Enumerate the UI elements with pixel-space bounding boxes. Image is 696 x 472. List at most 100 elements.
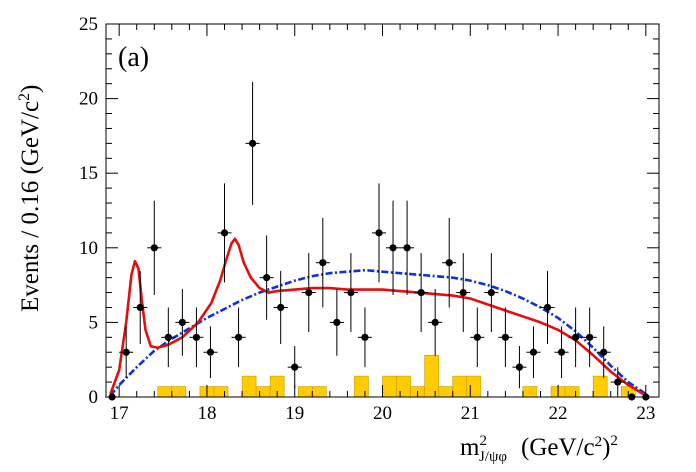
data-point [245, 81, 260, 205]
sideband-bar [452, 375, 468, 398]
y-axis-title-sup: 2 [16, 93, 33, 101]
y-tick-label: 20 [79, 89, 98, 110]
data-point [470, 307, 485, 368]
point-marker [600, 348, 608, 356]
sideband-histogram [157, 354, 636, 398]
point-marker [277, 303, 285, 312]
point-marker [206, 348, 215, 356]
point-marker [305, 288, 313, 297]
data-point [301, 253, 316, 333]
data-point [343, 253, 358, 333]
data-point [371, 183, 387, 283]
data-point [610, 367, 625, 397]
point-marker [333, 318, 341, 326]
point-marker [572, 333, 580, 341]
x-axis-title-main: m [460, 434, 480, 461]
data-point [357, 307, 372, 368]
point-marker [192, 333, 201, 341]
sideband-bar [522, 386, 538, 398]
sideband-bar [157, 386, 173, 398]
data-point [287, 346, 302, 389]
data-point [540, 270, 555, 345]
data-point [596, 326, 611, 379]
fit-line [109, 237, 647, 397]
point-marker [347, 288, 355, 297]
x-tick-label: 22 [549, 403, 568, 424]
sideband-bar [396, 375, 411, 398]
point-marker [459, 288, 467, 297]
point-marker [291, 363, 299, 371]
y-axis-title: Events / 0.16 (GeV/c2) [16, 85, 44, 312]
data-point [554, 326, 569, 379]
data-point [315, 217, 330, 308]
data-point [484, 253, 499, 333]
sideband-bar [466, 375, 482, 398]
sideband-bar [424, 354, 439, 398]
point-marker [164, 333, 172, 341]
x-axis-title-outer-sup: 2 [610, 433, 618, 449]
data-point [133, 270, 148, 345]
point-marker [417, 288, 425, 297]
y-axis-title-main: Events / 0.16 (GeV/c [17, 101, 44, 312]
point-marker [487, 288, 495, 297]
data-point [161, 307, 176, 368]
point-marker [431, 318, 439, 326]
y-tick-label: 0 [89, 387, 99, 408]
data-point [498, 307, 513, 368]
x-tick-labels: 17 18 19 20 21 22 23 [110, 403, 656, 424]
data-point [147, 200, 162, 295]
x-tick-label: 20 [373, 403, 392, 424]
data-point [400, 200, 415, 295]
x-tick-label: 18 [197, 403, 216, 424]
point-marker [361, 333, 369, 341]
data-point [512, 346, 527, 389]
axis-ticks [106, 23, 659, 398]
data-point [442, 217, 457, 308]
data-point [329, 289, 344, 356]
point-marker [248, 139, 257, 147]
data-point [428, 289, 443, 356]
data-point [175, 289, 190, 356]
data-point [456, 253, 471, 333]
y-axis-title-close: ) [17, 85, 44, 93]
point-marker [263, 274, 271, 282]
data-point [231, 307, 246, 368]
x-tick-label: 17 [110, 403, 129, 424]
y-tick-label: 10 [79, 238, 98, 259]
point-marker [319, 259, 327, 267]
point-marker [403, 244, 411, 252]
data-point [203, 326, 218, 379]
point-marker [614, 378, 622, 386]
point-marker [220, 229, 229, 237]
x-axis-title-units: (GeV/c [521, 434, 595, 461]
sideband-bar [213, 386, 229, 398]
sideband-bar [297, 386, 313, 398]
point-marker [375, 229, 383, 237]
sideband-bar [255, 386, 271, 398]
fit-curve [109, 237, 647, 397]
point-marker [586, 333, 594, 341]
point-marker [543, 303, 552, 312]
point-marker [501, 333, 509, 341]
data-point [386, 200, 401, 295]
point-marker [150, 244, 158, 252]
point-marker [234, 333, 243, 341]
point-marker [515, 363, 524, 371]
x-axis-title-sup: 2 [479, 433, 487, 449]
point-marker [473, 333, 481, 341]
point-marker [557, 348, 566, 356]
point-marker [529, 348, 538, 356]
data-point [259, 235, 274, 320]
sideband-bar [241, 375, 257, 398]
sideband-bar [592, 375, 608, 398]
x-axis-title: m2 J/ψφ (GeV/c2)2 [460, 433, 618, 465]
y-tick-labels: 0 5 10 15 20 25 [79, 14, 98, 408]
sideband-bar [564, 386, 580, 398]
point-marker [136, 303, 144, 312]
data-points [105, 81, 653, 401]
x-axis-title-units-sup: 2 [595, 434, 603, 450]
data-point [189, 307, 204, 368]
x-tick-label: 23 [636, 403, 655, 424]
point-marker [122, 348, 130, 356]
